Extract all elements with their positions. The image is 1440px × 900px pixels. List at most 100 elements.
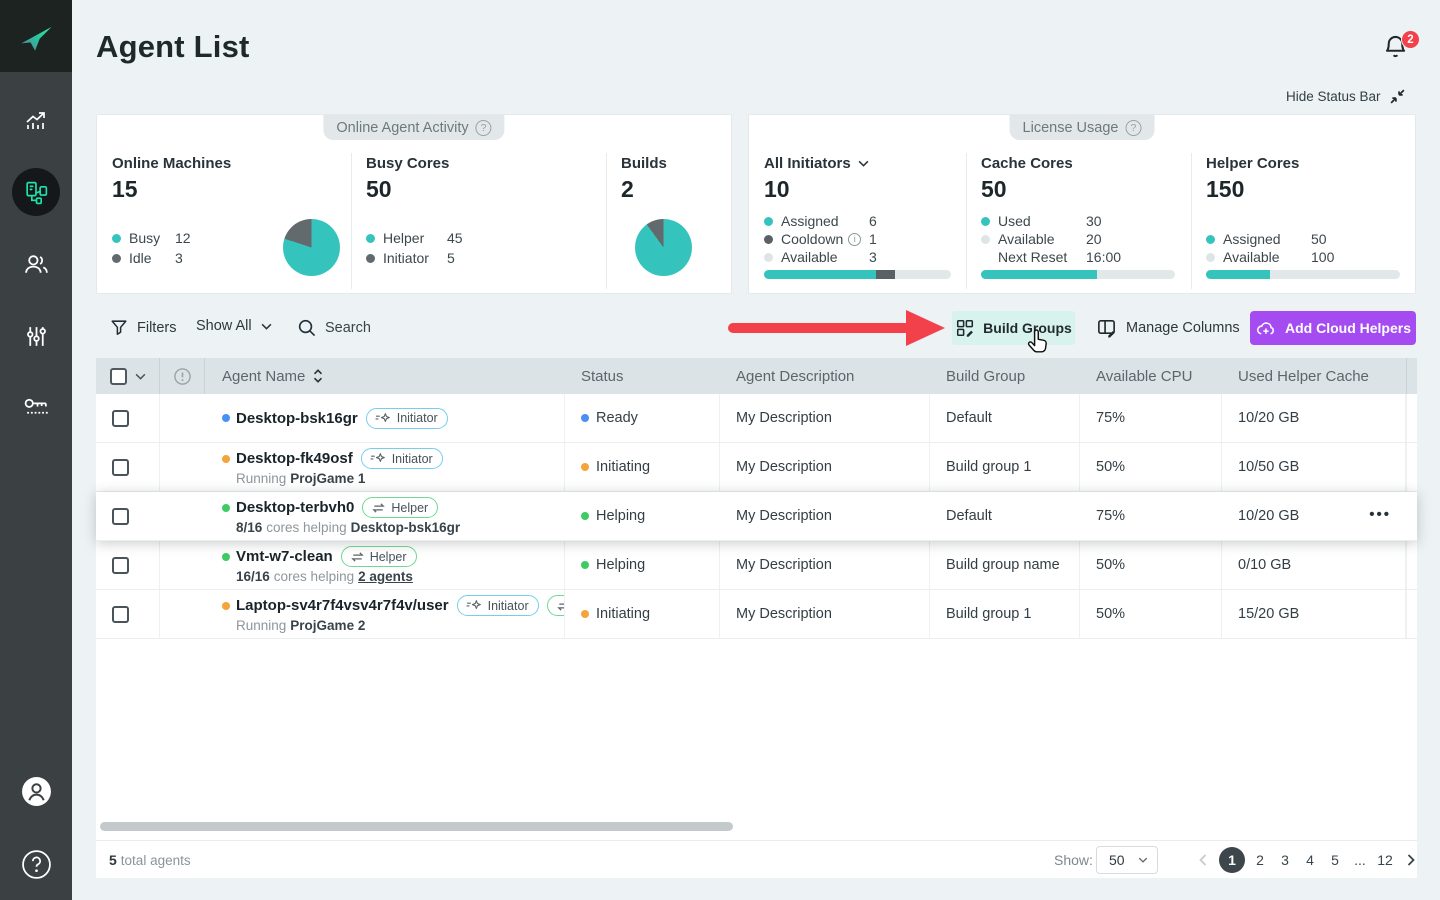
status-dot: [581, 463, 589, 471]
chevron-down-icon[interactable]: [135, 373, 146, 380]
agent-name[interactable]: Desktop-bsk16gr: [236, 409, 358, 427]
cell-build-group: Build group 1: [930, 590, 1080, 638]
status-dot: [581, 561, 589, 569]
row-checkbox[interactable]: [112, 409, 129, 427]
cell-build-group: Build group name: [930, 541, 1080, 589]
online-agent-activity-card: Online Agent Activity ? Online Machines …: [96, 114, 732, 294]
status-label: Ready: [596, 410, 638, 426]
cloud-plus-icon: [1256, 321, 1274, 335]
page-button[interactable]: 4: [1306, 852, 1314, 868]
cores-legend: Helper 45 Initiator 5: [366, 228, 463, 268]
sidebar-item-dashboard[interactable]: [0, 95, 72, 143]
next-page-button[interactable]: [1400, 847, 1422, 873]
page-button[interactable]: 2: [1256, 852, 1264, 868]
column-header-status[interactable]: Status: [581, 367, 624, 385]
sidebar-item-help[interactable]: [0, 840, 72, 888]
chevron-right-icon: [1407, 854, 1415, 866]
filters-button[interactable]: Filters: [110, 318, 176, 337]
app-logo[interactable]: [0, 0, 72, 72]
agents-icon: [25, 181, 47, 204]
row-checkbox[interactable]: [112, 507, 129, 525]
row-checkbox[interactable]: [112, 605, 129, 623]
alert-column-icon: [173, 367, 192, 386]
column-header-extra: [1406, 358, 1417, 394]
divider: [966, 153, 967, 289]
select-all-checkbox[interactable]: [110, 367, 127, 385]
legend-dot: [366, 253, 375, 263]
sidebar-item-settings[interactable]: [0, 312, 72, 360]
add-cloud-helpers-button[interactable]: Add Cloud Helpers: [1250, 311, 1416, 345]
legend-dot: [112, 253, 121, 263]
legend-dot: [764, 234, 773, 244]
legend-dot: [1206, 252, 1215, 262]
sliders-icon: [26, 326, 46, 346]
page-button[interactable]: 3: [1281, 852, 1289, 868]
prev-page-button[interactable]: [1192, 847, 1214, 873]
show-filter-dropdown[interactable]: Show All: [196, 318, 272, 334]
cooldown-info-icon[interactable]: i: [848, 232, 862, 246]
column-header-available-cpu[interactable]: Available CPU: [1096, 367, 1193, 385]
helper-tag-clipped: Helper: [546, 595, 564, 616]
page-ellipsis: ...: [1354, 852, 1366, 868]
manage-columns-button[interactable]: Manage Columns: [1096, 317, 1240, 338]
agent-subline: Running ProjGame 1: [236, 471, 366, 486]
cell-description: My Description: [720, 394, 930, 442]
horizontal-scrollbar[interactable]: [100, 822, 733, 831]
row-checkbox[interactable]: [112, 556, 129, 574]
status-label: Initiating: [596, 606, 651, 622]
agent-subline: Running ProjGame 2: [236, 618, 366, 633]
stat-value: 50: [366, 176, 392, 202]
legend-dot: [366, 233, 375, 243]
helper-legend: Assigned 50 Available 100: [1206, 230, 1334, 266]
table-row[interactable]: Vmt-w7-clean Helper 16/16 cores helping 2 …: [96, 541, 1417, 590]
agent-name[interactable]: Vmt-w7-clean: [236, 548, 333, 565]
sort-icon[interactable]: [313, 369, 323, 383]
row-actions-button[interactable]: •••: [1369, 506, 1391, 523]
agent-name[interactable]: Desktop-fk49osf: [236, 450, 353, 467]
manage-columns-icon: [1098, 320, 1115, 338]
license-help-icon[interactable]: ?: [1125, 119, 1142, 136]
page-size-select[interactable]: 50: [1096, 846, 1158, 874]
cell-available-cpu: 75%: [1080, 394, 1222, 442]
column-header-description[interactable]: Agent Description: [736, 367, 855, 385]
table-row[interactable]: Laptop-sv4r7f4vsv4r7f4v/user Initiator H…: [96, 590, 1417, 639]
column-header-build-group[interactable]: Build Group: [946, 367, 1026, 385]
cell-build-group: Default: [946, 508, 992, 524]
build-groups-button[interactable]: Build Groups: [952, 311, 1075, 345]
cache-cores-section: Cache Cores 50 Used 30 Available 20 Next R…: [966, 115, 1191, 295]
sidebar: [0, 0, 72, 900]
table-row[interactable]: Desktop-bsk16gr Initiator Ready My Descr…: [96, 394, 1417, 443]
column-header-used-helper-cache[interactable]: Used Helper Cache: [1238, 367, 1369, 385]
cell-used-helper-cache: 10/20 GB: [1222, 394, 1406, 442]
cell-description: My Description: [736, 508, 832, 524]
stat-value: 15: [112, 176, 138, 202]
divider: [1191, 153, 1192, 289]
helped-agents-link[interactable]: 2 agents: [358, 569, 413, 584]
table-header-row: Agent Name Status Agent Description Buil…: [96, 358, 1417, 394]
page-button[interactable]: 1: [1219, 847, 1245, 873]
agent-state-dot: [222, 454, 230, 463]
cores-pie-chart: [635, 219, 692, 276]
sidebar-item-users[interactable]: [0, 240, 72, 288]
search-input[interactable]: Search: [297, 318, 371, 337]
sidebar-item-account[interactable]: [0, 767, 72, 815]
cell-description: My Description: [720, 590, 930, 638]
agent-name[interactable]: Desktop-terbvh0: [236, 499, 355, 516]
row-checkbox[interactable]: [112, 458, 129, 476]
column-header-agent-name[interactable]: Agent Name: [205, 358, 565, 394]
page-button[interactable]: 12: [1377, 852, 1393, 868]
helper-progress-bar: [1206, 270, 1400, 279]
page-button[interactable]: 5: [1331, 852, 1339, 868]
table-row[interactable]: Desktop-fk49osf Initiator Running ProjGam…: [96, 443, 1417, 492]
notifications-button[interactable]: 2: [1382, 30, 1420, 63]
all-initiators-dropdown[interactable]: All Initiators: [764, 155, 951, 172]
sidebar-item-agents[interactable]: [12, 168, 60, 216]
table-row-hovered[interactable]: Desktop-terbvh0 Helper 8/16 cores helping…: [96, 492, 1417, 541]
helper-icon: [556, 602, 564, 611]
activity-help-icon[interactable]: ?: [475, 119, 492, 136]
hide-status-bar-button[interactable]: Hide Status Bar: [1286, 87, 1406, 105]
status-label: Initiating: [596, 459, 651, 475]
sidebar-item-licenses[interactable]: [0, 383, 72, 431]
license-card-title: License Usage ?: [1009, 115, 1155, 140]
agent-name[interactable]: Laptop-sv4r7f4vsv4r7f4v/user: [236, 597, 449, 614]
